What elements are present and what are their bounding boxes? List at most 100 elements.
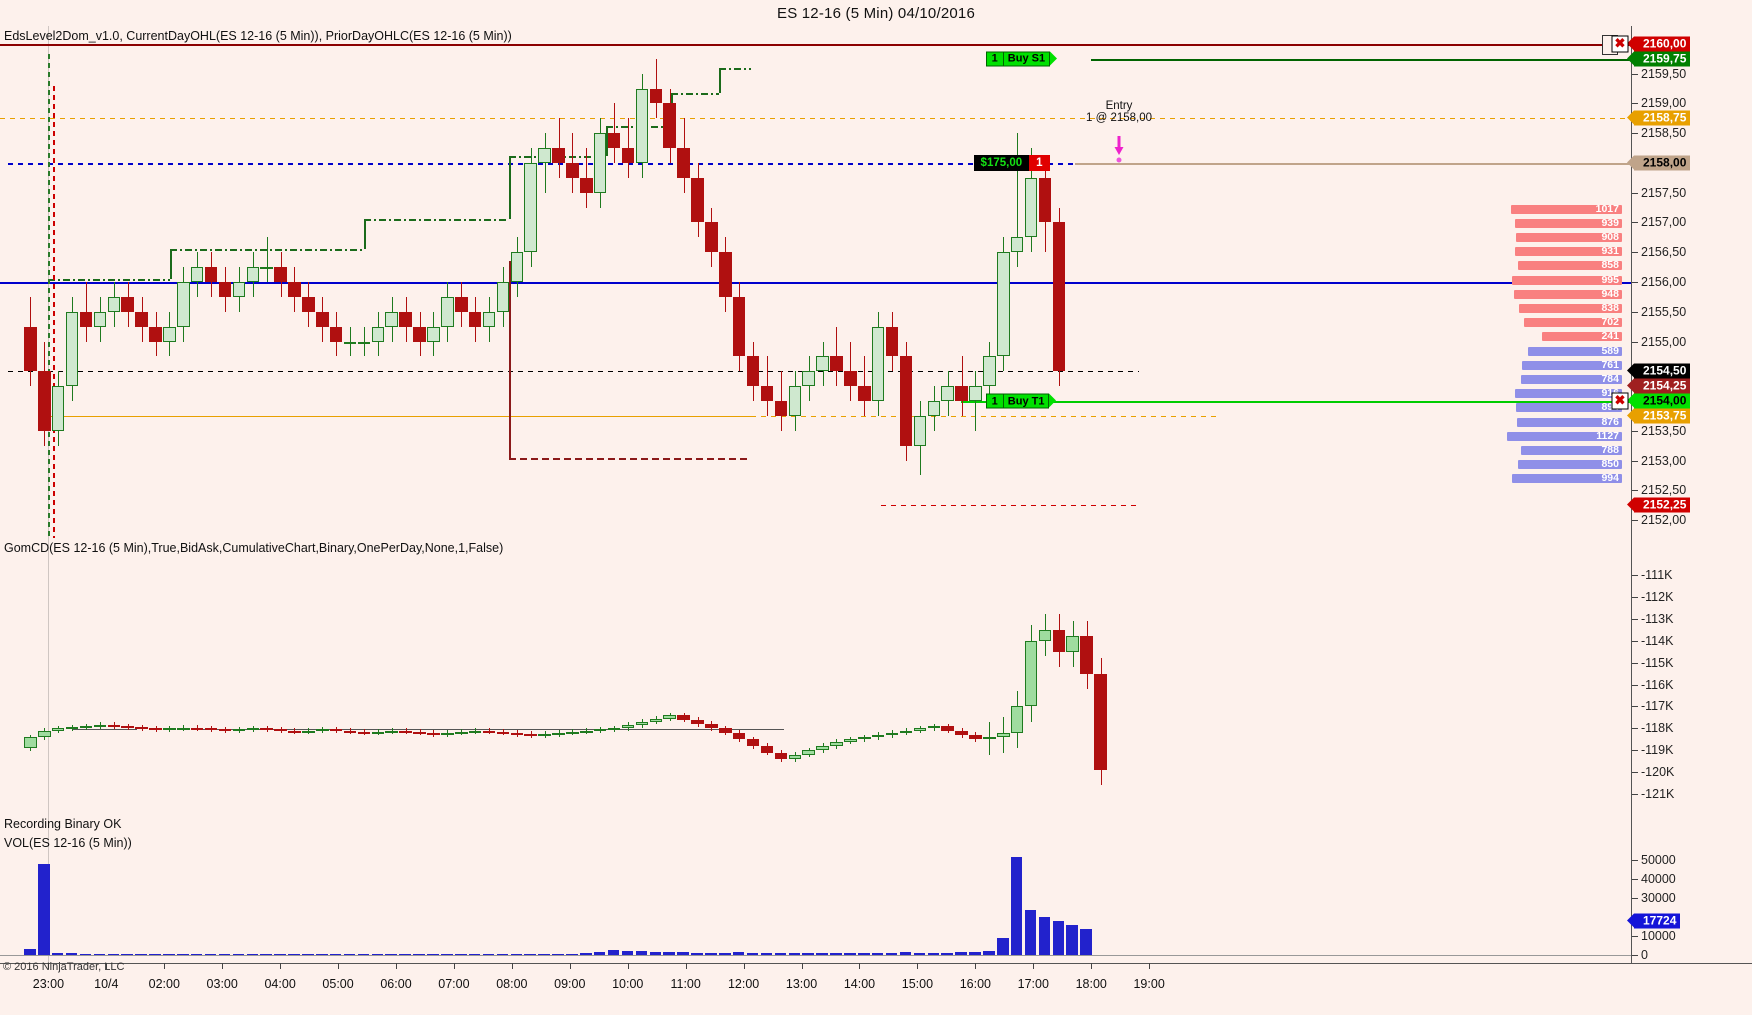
price-axis-marker[interactable]: 2153,75 (1627, 408, 1691, 424)
price-axis-marker[interactable]: 2158,00 (1627, 155, 1691, 171)
gomcd-candle-body (705, 724, 718, 729)
time-axis-label[interactable]: 17:00 (1017, 977, 1049, 991)
volume-axis-tick (1632, 898, 1638, 900)
volume-bar (468, 954, 481, 955)
order-tag-buy-s1[interactable]: 1 Buy S1 (985, 51, 1064, 67)
time-axis-tick (1149, 963, 1151, 969)
price-axis-tick-label: 2159,00 (1641, 96, 1687, 111)
time-axis-label[interactable]: 02:00 (148, 977, 180, 991)
volume-panel[interactable]: VOL(ES 12-16 (5 Min)) 50000 40000 30000 100… (0, 833, 1752, 964)
candle-body (260, 267, 273, 270)
volume-axis-tick-label: 0 (1641, 948, 1648, 962)
time-axis-label[interactable]: 07:00 (438, 977, 470, 991)
volume-current-marker[interactable]: 17724 (1627, 913, 1681, 929)
time-axis-label[interactable]: 19:00 (1133, 977, 1165, 991)
time-axis-label[interactable]: 09:00 (554, 977, 586, 991)
cancel-order-t1-icon[interactable]: ✖ (1611, 392, 1629, 410)
candle-wick (1017, 133, 1019, 268)
candle-body (538, 148, 551, 163)
time-axis-label[interactable]: 16:00 (959, 977, 991, 991)
price-panel[interactable]: EdsLevel2Dom_v1.0, CurrentDayOHL(ES 12-1… (0, 26, 1752, 539)
price-plot-area[interactable]: 1017 939 908 931 858 995 948 838 702 241 589 761 784… (0, 26, 1632, 538)
candle-body (983, 356, 996, 387)
price-axis-tick (1632, 133, 1638, 135)
price-axis-marker[interactable]: 2154,50 (1627, 363, 1691, 379)
price-axis[interactable]: 2159,50 2159,00 2158,50 2157,50 2157,00 2156,… (1627, 26, 1752, 538)
price-axis-marker[interactable]: 2159,75 (1627, 51, 1691, 67)
candle-body (427, 326, 440, 342)
price-axis-marker[interactable]: 2154,25 (1627, 378, 1691, 394)
gomcd-candle-body (316, 729, 329, 732)
candle-body (1024, 177, 1038, 238)
price-axis-marker[interactable]: 2160,00 (1627, 36, 1691, 52)
time-axis-label[interactable]: 10/4 (94, 977, 119, 991)
volume-bar (496, 954, 509, 955)
candle-body (941, 386, 954, 402)
time-axis-label[interactable]: 14:00 (843, 977, 876, 991)
volume-bar (246, 954, 259, 955)
time-axis[interactable]: © 2016 NinjaTrader, LLC 23:00 10/4 02:00 03… (0, 961, 1752, 1015)
time-axis-label[interactable]: 04:00 (264, 977, 296, 991)
volume-profile-ask-bar: 702 (1523, 316, 1622, 328)
time-axis-label[interactable]: 10:00 (612, 977, 644, 991)
time-axis-tick (801, 963, 803, 969)
stop-ladder-step (508, 457, 752, 460)
price-axis-marker[interactable]: 2158,75 (1627, 110, 1691, 126)
cancel-order-stop-icon[interactable]: ✖ (1611, 35, 1629, 53)
gomcd-candle-body (816, 745, 829, 751)
current-day-high-riser (508, 155, 511, 220)
volume-axis[interactable]: 50000 40000 30000 10000 0 17724 (1627, 833, 1752, 963)
gomcd-candle-body (413, 731, 426, 734)
gomcd-axis[interactable]: -111K -112K -113K -114K -115K -116K -117K -118K… (1631, 538, 1752, 833)
time-axis-tick (453, 963, 455, 969)
volume-profile-bid-value: 589 (1601, 344, 1619, 357)
volume-bar (705, 952, 717, 955)
gomcd-candle-body (51, 728, 65, 731)
current-day-high-step (48, 279, 170, 282)
candle-body (593, 133, 607, 193)
stop-ladder-riser (508, 261, 511, 458)
gomcd-axis-tick-label: -114K (1641, 633, 1674, 648)
candle-body (552, 148, 565, 163)
volume-plot-area[interactable] (0, 833, 1632, 963)
price-axis-tick (1632, 460, 1638, 462)
price-axis-marker[interactable]: 2152,25 (1627, 497, 1691, 513)
gomcd-candle-body (844, 739, 857, 742)
pnl-box[interactable]: $175,00 1 (973, 154, 1050, 171)
order-arrow-icon (1049, 393, 1063, 408)
gomcd-candle-body (343, 730, 357, 733)
gomcd-axis-tick (1632, 772, 1638, 774)
gomcd-plot-area[interactable] (0, 538, 1632, 833)
candle-body (177, 282, 190, 327)
time-axis-label[interactable]: 18:00 (1075, 977, 1107, 991)
volume-bar (732, 952, 745, 955)
time-axis-label[interactable]: 13:00 (785, 977, 818, 991)
volume-bar (357, 954, 370, 955)
time-axis-label[interactable]: 05:00 (322, 977, 354, 991)
time-axis-label[interactable]: 15:00 (901, 977, 934, 991)
order-tag-buy-t1[interactable]: 1 Buy T1 (985, 393, 1064, 409)
volume-bar (524, 954, 536, 955)
gomcd-indicator-label: GomCD(ES 12-16 (5 Min),True,BidAsk,Cumul… (4, 541, 504, 555)
gomcd-candle-body (121, 726, 134, 729)
volume-profile-bid-bar: 788 (1520, 444, 1622, 456)
time-axis-label[interactable]: 12:00 (727, 977, 760, 991)
gomcd-panel[interactable]: GomCD(ES 12-16 (5 Min),True,BidAsk,Cumul… (0, 538, 1752, 834)
candle-body (816, 356, 829, 372)
time-axis-label[interactable]: 06:00 (380, 977, 412, 991)
volume-profile-ask-value: 908 (1601, 231, 1619, 243)
time-axis-label[interactable]: 23:00 (32, 977, 65, 991)
time-axis-label[interactable]: 03:00 (206, 977, 238, 991)
time-axis-label[interactable]: 08:00 (496, 977, 528, 991)
volume-bar (385, 954, 397, 955)
time-axis-label[interactable]: 11:00 (670, 977, 701, 991)
price-axis-marker[interactable]: 2154,00 (1627, 393, 1691, 409)
gomcd-candle-body (163, 728, 176, 731)
time-axis-tick (743, 963, 745, 969)
gomcd-candle-body (441, 732, 454, 735)
candle-wick (544, 133, 546, 193)
gomcd-candle-body (218, 729, 232, 732)
gomcd-axis-tick (1632, 706, 1638, 708)
volume-bar (830, 952, 842, 955)
price-axis-tick (1632, 103, 1638, 105)
